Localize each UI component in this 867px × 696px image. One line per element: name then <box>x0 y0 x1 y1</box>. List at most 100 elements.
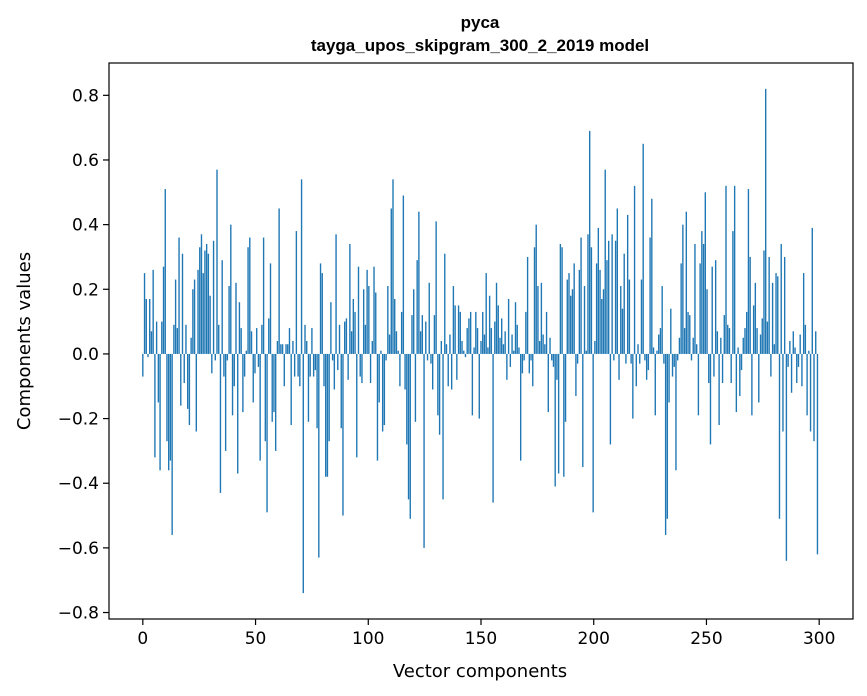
bar <box>169 353 172 461</box>
bar <box>725 185 727 354</box>
bar <box>371 341 373 354</box>
bar <box>400 311 403 354</box>
bar <box>782 353 784 432</box>
bar <box>613 353 615 361</box>
bar <box>620 286 622 354</box>
bar <box>507 298 510 354</box>
bar <box>171 353 173 535</box>
y-tick-label: −0.4 <box>58 474 99 494</box>
bar <box>176 328 179 354</box>
bar <box>721 353 724 384</box>
bar <box>216 169 218 354</box>
bar <box>228 286 230 354</box>
bar <box>428 282 430 354</box>
bar <box>262 237 265 354</box>
bar <box>535 224 537 354</box>
bar <box>487 347 489 354</box>
bar <box>568 273 570 354</box>
bar <box>649 237 651 354</box>
y-tick-label: 0.6 <box>72 151 99 171</box>
bar <box>437 353 439 416</box>
x-tick-label: 100 <box>352 629 384 649</box>
bar <box>297 353 299 377</box>
bar <box>664 353 667 535</box>
bar <box>597 227 600 354</box>
bar <box>142 353 144 377</box>
bar <box>312 353 315 377</box>
bar <box>418 211 420 354</box>
bar <box>321 273 323 354</box>
bar <box>159 353 161 471</box>
bar <box>362 289 365 354</box>
bar <box>639 353 641 364</box>
bar <box>166 353 168 442</box>
bar <box>521 353 524 374</box>
bar <box>464 353 467 358</box>
bar <box>392 179 394 354</box>
bar <box>670 308 672 354</box>
bar <box>645 353 648 380</box>
bar <box>349 244 351 354</box>
bar <box>409 353 411 519</box>
bar <box>168 353 170 471</box>
bar <box>212 240 215 354</box>
bar <box>174 279 177 354</box>
bar <box>383 353 386 426</box>
bar <box>218 324 220 354</box>
bar <box>342 353 344 516</box>
bar <box>338 324 341 354</box>
bar <box>640 279 643 354</box>
bar <box>540 282 543 354</box>
bar <box>628 279 631 354</box>
bar <box>564 353 567 422</box>
bar <box>240 328 242 354</box>
bar <box>219 353 222 493</box>
bar <box>242 353 244 413</box>
bar <box>290 353 292 426</box>
bar <box>716 331 719 354</box>
bar <box>335 234 337 354</box>
bar <box>787 353 789 367</box>
bar <box>199 247 201 354</box>
bar <box>599 269 601 354</box>
bar <box>293 353 296 377</box>
bar <box>671 353 674 377</box>
bar <box>578 269 581 354</box>
bar <box>442 353 444 500</box>
bar <box>626 214 629 354</box>
y-tick-label: 0.4 <box>72 216 99 236</box>
bar <box>633 185 636 354</box>
bar <box>333 353 336 390</box>
bar <box>295 231 298 354</box>
bar <box>381 353 384 432</box>
bar <box>666 353 669 519</box>
x-axis: 0 50 100 150 200 250 300 <box>137 619 835 649</box>
bar <box>378 353 380 403</box>
x-tick-label: 150 <box>465 629 497 649</box>
bar <box>202 273 204 354</box>
bar <box>304 324 306 354</box>
bar <box>713 353 715 377</box>
bar <box>589 130 591 354</box>
bar <box>269 263 272 354</box>
bar <box>697 353 700 416</box>
x-axis-label: Vector components <box>393 661 567 682</box>
bar <box>414 353 417 422</box>
bar <box>197 269 199 354</box>
bar <box>545 311 548 354</box>
bar <box>689 315 691 354</box>
bar <box>763 250 765 354</box>
bar <box>224 353 227 451</box>
bar <box>499 337 501 354</box>
bar <box>611 234 613 354</box>
bar <box>299 353 301 387</box>
bar <box>157 353 160 403</box>
bar <box>573 263 575 354</box>
bar <box>733 185 736 354</box>
bar <box>466 328 468 354</box>
bar <box>440 341 443 354</box>
bar <box>711 266 713 354</box>
bar <box>592 353 594 513</box>
bar <box>375 292 377 354</box>
bar <box>469 311 472 354</box>
